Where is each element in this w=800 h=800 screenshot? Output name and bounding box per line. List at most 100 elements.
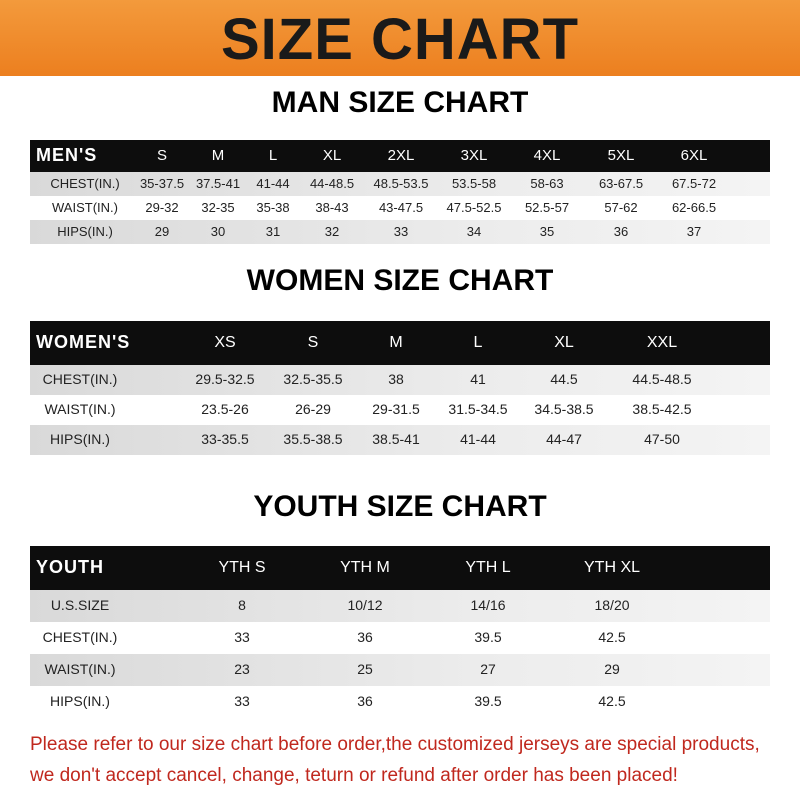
table-cell: 27	[480, 661, 496, 677]
table-row: CHEST(IN.) 29.5-32.5 32.5-35.5 38 41 44.5 44.5…	[30, 365, 770, 395]
size-column-header: XL	[322, 147, 342, 164]
table-cell: 44.5-48.5	[632, 371, 692, 387]
footer-notice-line-2: we don't accept cancel, change, teturn o…	[30, 765, 678, 786]
table-cell: 36	[357, 629, 373, 645]
size-column-header: YTH XL	[583, 559, 641, 576]
table-row: WAIST(IN.) 23 25 27 29	[30, 654, 770, 686]
table-header: MEN'S S M L XL 2XL 3XL 4XL 5XL 6XL	[30, 140, 770, 172]
table-cell: 44-48.5	[309, 176, 355, 191]
size-column-header: 3XL	[460, 147, 488, 164]
table-row: WAIST(IN.) 29-32 32-35 35-38 38-43 43-47.5 47.…	[30, 196, 770, 220]
table-cell: 23.5-26	[201, 401, 249, 417]
size-table: WOMEN'S XS S M L XL XXL CHEST(IN.) 29.5-32.5 32.5…	[30, 321, 770, 455]
table-header: YOUTH YTH S YTH M YTH L YTH XL	[30, 546, 770, 590]
size-column-header: M	[389, 334, 403, 351]
table-cell: 18/20	[594, 597, 630, 613]
row-label: WAIST(IN.)	[44, 661, 116, 677]
size-column-header: XS	[214, 334, 236, 351]
table-cell: 43-47.5	[378, 200, 424, 215]
header-label: YOUTH	[36, 557, 104, 577]
table-cell: 33	[234, 629, 250, 645]
table-cell: 67.5-72	[671, 176, 717, 191]
table-cell: 34.5-38.5	[534, 401, 594, 417]
row-label: HIPS(IN.)	[57, 224, 113, 239]
size-column-header: XL	[554, 334, 574, 351]
table-cell: 30	[210, 224, 226, 239]
size-column-header: L	[268, 147, 278, 164]
table-cell: 36	[613, 224, 629, 239]
table-cell: 37	[686, 224, 702, 239]
table-row: HIPS(IN.) 33-35.5 35.5-38.5 38.5-41 41-44 44-…	[30, 425, 770, 455]
table-cell: 37.5-41	[195, 176, 241, 191]
table-row: WAIST(IN.) 23.5-26 26-29 29-31.5 31.5-34.5 34…	[30, 395, 770, 425]
table-cell: 35	[539, 224, 555, 239]
section-title: YOUTH SIZE CHART	[253, 490, 547, 523]
table-cell: 38-43	[315, 200, 349, 215]
table-cell: 48.5-53.5	[373, 176, 429, 191]
table-cell: 47.5-52.5	[446, 200, 502, 215]
table-cell: 35.5-38.5	[283, 431, 343, 447]
table-cell: 35-38	[256, 200, 290, 215]
section-title: MAN SIZE CHART	[271, 86, 529, 119]
size-column-header: L	[473, 334, 483, 351]
table-cell: 34	[466, 224, 482, 239]
size-column-header: 2XL	[387, 147, 415, 164]
size-column-header: XXL	[646, 334, 678, 351]
row-label: WAIST(IN.)	[44, 401, 116, 417]
table-cell: 33	[234, 693, 250, 709]
section-title: WOMEN SIZE CHART	[246, 264, 554, 297]
table-cell: 53.5-58	[451, 176, 497, 191]
row-label: HIPS(IN.)	[50, 693, 110, 709]
table-cell: 39.5	[474, 629, 502, 645]
row-label: WAIST(IN.)	[52, 200, 118, 215]
table-cell: 38.5-41	[372, 431, 420, 447]
table-cell: 32.5-35.5	[283, 371, 343, 387]
row-label: HIPS(IN.)	[50, 431, 110, 447]
table-cell: 58-63	[530, 176, 564, 191]
row-label: U.S.SIZE	[50, 597, 110, 613]
size-column-header: YTH S	[218, 559, 266, 576]
size-column-header: 4XL	[533, 147, 561, 164]
table-header: WOMEN'S XS S M L XL XXL	[30, 321, 770, 365]
table-cell: 32	[324, 224, 340, 239]
size-column-header: S	[156, 147, 168, 164]
size-column-header: S	[307, 334, 319, 351]
table-cell: 41	[470, 371, 486, 387]
table-cell: 36	[357, 693, 373, 709]
table-row: U.S.SIZE 8 10/12 14/16 18/20	[30, 590, 770, 622]
table-cell: 39.5	[474, 693, 502, 709]
banner: SIZE CHART	[0, 0, 800, 76]
table-cell: 62-66.5	[671, 200, 717, 215]
table-cell: 41-44	[256, 176, 290, 191]
table-row: HIPS(IN.) 29 30 31 32 33 34 35 36 37	[30, 220, 770, 244]
table-cell: 52.5-57	[524, 200, 570, 215]
table-cell: 26-29	[295, 401, 331, 417]
table-cell: 57-62	[604, 200, 638, 215]
row-label: CHEST(IN.)	[42, 371, 118, 387]
table-cell: 44.5	[550, 371, 578, 387]
size-column-header: 5XL	[607, 147, 635, 164]
table-row: HIPS(IN.) 33 36 39.5 42.5	[30, 686, 770, 718]
table-cell: 63-67.5	[598, 176, 644, 191]
table-cell: 41-44	[460, 431, 496, 447]
size-column-header: M	[211, 147, 225, 164]
table-cell: 10/12	[347, 597, 383, 613]
header-label: MEN'S	[36, 145, 98, 165]
table-cell: 29-32	[145, 200, 179, 215]
table-cell: 29	[604, 661, 620, 677]
table-cell: 42.5	[598, 629, 626, 645]
table-row: CHEST(IN.) 35-37.5 37.5-41 41-44 44-48.5 48.5…	[30, 172, 770, 196]
size-column-header: YTH M	[340, 559, 390, 576]
size-table: MEN'S S M L XL 2XL 3XL 4XL 5XL 6XL CHEST(IN.) 35-37…	[30, 140, 770, 244]
size-table: YOUTH YTH S YTH M YTH L YTH XL U.S.SIZE 8 10/12…	[30, 546, 770, 718]
table-cell: 38.5-42.5	[632, 401, 692, 417]
table-cell: 38	[388, 371, 404, 387]
table-cell: 23	[234, 661, 250, 677]
row-label: CHEST(IN.)	[50, 176, 120, 191]
banner-title: SIZE CHART	[221, 7, 579, 72]
table-cell: 31	[265, 224, 281, 239]
table-cell: 8	[238, 597, 246, 613]
table-cell: 33-35.5	[201, 431, 249, 447]
table-cell: 31.5-34.5	[448, 401, 508, 417]
table-cell: 29.5-32.5	[195, 371, 255, 387]
